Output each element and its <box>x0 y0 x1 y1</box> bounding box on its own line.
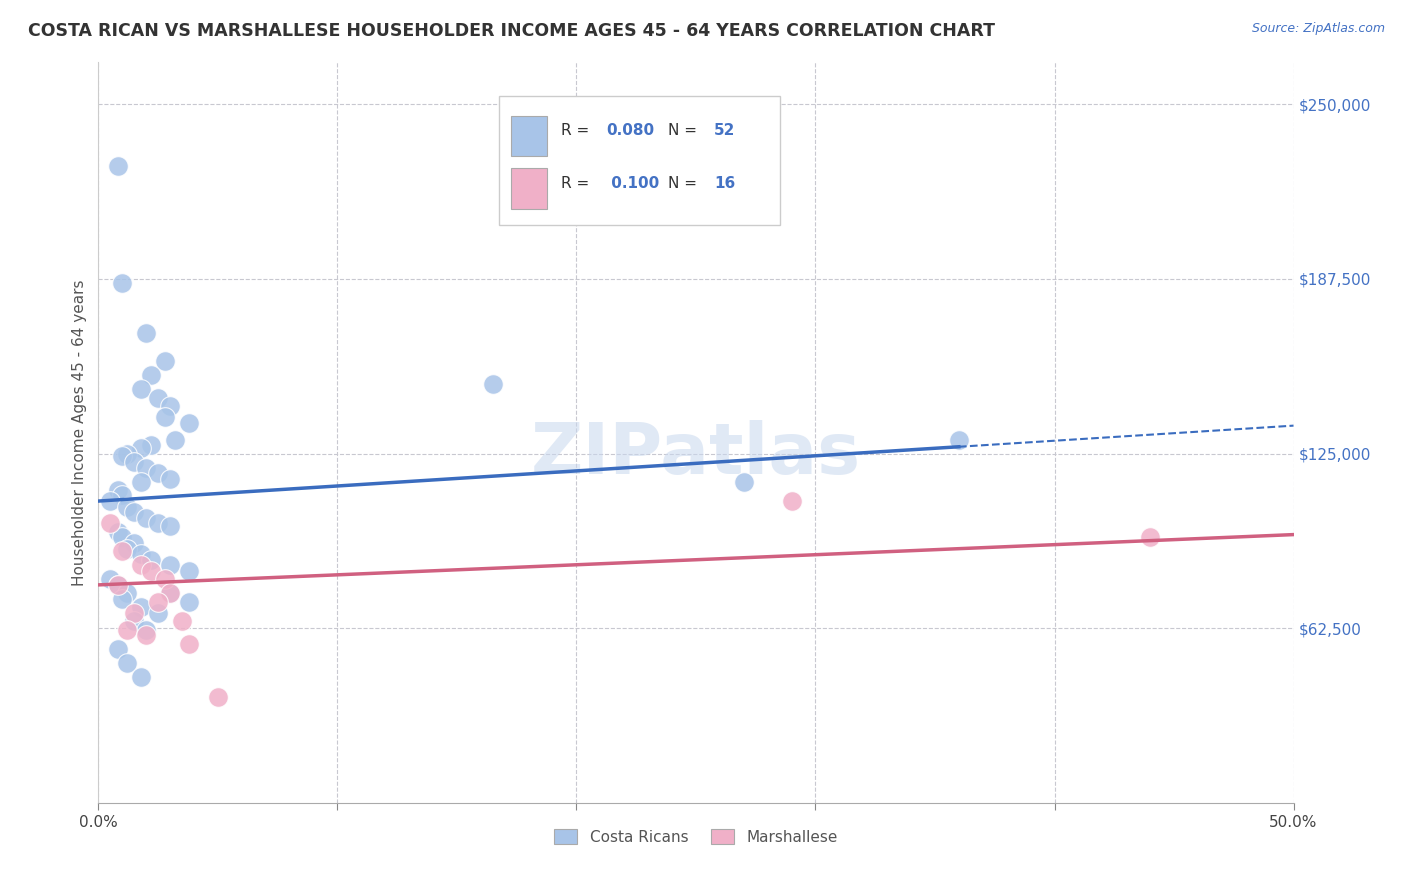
Point <box>131 600 153 615</box>
Point <box>159 399 181 413</box>
Point <box>115 656 138 670</box>
Point <box>159 558 181 573</box>
Point <box>159 586 181 600</box>
Point <box>135 460 157 475</box>
Point <box>98 572 122 586</box>
Text: Source: ZipAtlas.com: Source: ZipAtlas.com <box>1251 22 1385 36</box>
Point <box>159 586 181 600</box>
Point <box>124 455 146 469</box>
Point <box>107 483 129 497</box>
Point <box>131 670 153 684</box>
Point <box>124 536 146 550</box>
Point <box>179 416 201 430</box>
Point <box>131 441 153 455</box>
Point <box>155 572 177 586</box>
Text: 16: 16 <box>714 176 735 191</box>
Point <box>179 636 201 650</box>
Point <box>163 433 186 447</box>
Point <box>111 530 134 544</box>
Point <box>148 594 170 608</box>
Point <box>948 433 970 447</box>
Legend: Costa Ricans, Marshallese: Costa Ricans, Marshallese <box>548 822 844 851</box>
Bar <box>499 95 780 226</box>
Text: N =: N = <box>668 176 703 191</box>
Point <box>124 606 146 620</box>
Point <box>135 326 157 341</box>
Point <box>139 438 162 452</box>
Point <box>135 511 157 525</box>
Point <box>124 614 146 628</box>
Point <box>115 623 138 637</box>
Point <box>148 606 170 620</box>
Y-axis label: Householder Income Ages 45 - 64 years: Householder Income Ages 45 - 64 years <box>72 279 87 586</box>
Point <box>780 494 803 508</box>
Point <box>107 642 129 657</box>
Point <box>139 368 162 383</box>
Point <box>115 541 138 556</box>
Bar <box>510 169 547 209</box>
Point <box>115 500 138 514</box>
Point <box>159 519 181 533</box>
Point <box>139 564 162 578</box>
Point <box>179 564 201 578</box>
Point <box>155 410 177 425</box>
Text: 52: 52 <box>714 123 735 138</box>
Point <box>179 594 201 608</box>
Point <box>131 382 153 396</box>
Point <box>124 505 146 519</box>
Point <box>172 614 194 628</box>
Point <box>1139 530 1161 544</box>
Point <box>107 578 129 592</box>
Text: R =: R = <box>561 123 595 138</box>
Text: 0.100: 0.100 <box>606 176 659 191</box>
Point <box>115 446 138 460</box>
Point <box>139 553 162 567</box>
Point <box>111 591 134 606</box>
Point <box>107 578 129 592</box>
Text: N =: N = <box>668 123 703 138</box>
Point <box>98 494 122 508</box>
Point <box>207 690 229 704</box>
Point <box>131 547 153 561</box>
Point <box>115 586 138 600</box>
Text: COSTA RICAN VS MARSHALLESE HOUSEHOLDER INCOME AGES 45 - 64 YEARS CORRELATION CHA: COSTA RICAN VS MARSHALLESE HOUSEHOLDER I… <box>28 22 995 40</box>
Text: ZIPatlas: ZIPatlas <box>531 420 860 490</box>
Point <box>107 159 129 173</box>
Point <box>98 516 122 531</box>
Point <box>159 472 181 486</box>
Point <box>131 558 153 573</box>
Text: 0.080: 0.080 <box>606 123 654 138</box>
Point <box>111 488 134 502</box>
Point <box>481 376 505 391</box>
Point <box>155 354 177 368</box>
Point <box>111 544 134 558</box>
Point <box>148 391 170 405</box>
Bar <box>510 116 547 156</box>
Point <box>135 628 157 642</box>
Point <box>135 623 157 637</box>
Text: R =: R = <box>561 176 595 191</box>
Point <box>107 524 129 539</box>
Point <box>148 516 170 531</box>
Point <box>111 276 134 290</box>
Point <box>733 475 755 489</box>
Point <box>148 466 170 480</box>
Point <box>131 475 153 489</box>
Point <box>111 450 134 464</box>
